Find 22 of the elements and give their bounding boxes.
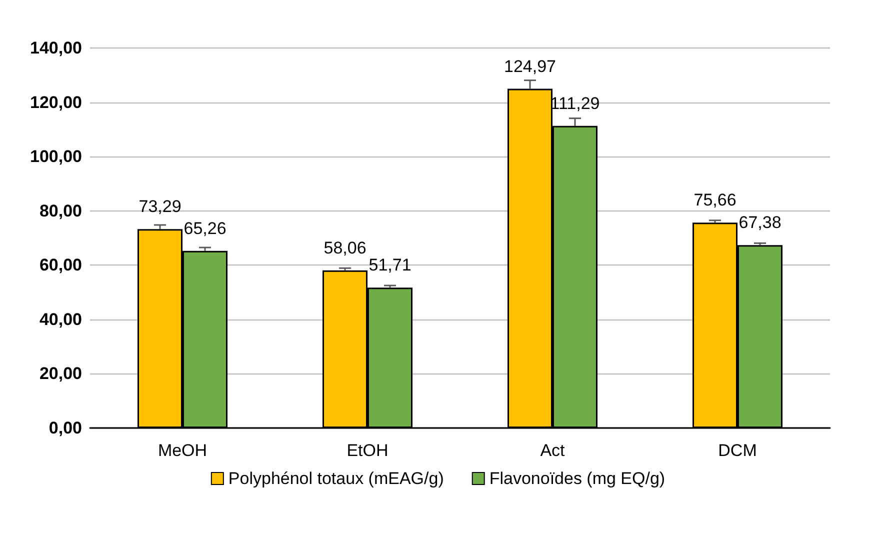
data-label: 51,71 — [368, 256, 412, 275]
x-tick-label: MeOH — [158, 441, 208, 460]
y-tick-label: 20,00 — [39, 364, 82, 384]
x-tick-label: Act — [540, 441, 566, 460]
x-tick-label: EtOH — [346, 441, 388, 460]
y-tick-label: 140,00 — [30, 38, 82, 58]
y-tick-label: 40,00 — [39, 310, 82, 329]
y-tick-label: 80,00 — [39, 201, 82, 220]
y-tick-label: 120,00 — [30, 92, 82, 112]
legend-label: Flavonoïdes (mg EQ/g) — [489, 469, 666, 488]
y-tick-label: 100,00 — [30, 147, 82, 166]
data-label: 75,66 — [694, 190, 736, 210]
data-label: 73,29 — [138, 197, 182, 216]
y-tick-label: 60,00 — [39, 256, 82, 275]
data-label: 67,38 — [738, 213, 782, 232]
data-label: 65,26 — [184, 218, 226, 238]
y-tick-label: 0,00 — [48, 418, 82, 438]
data-label: 124,97 — [504, 56, 556, 76]
x-tick-label: DCM — [718, 441, 757, 460]
data-label: 111,29 — [550, 94, 600, 113]
legend-label: Polyphénol totaux (mEAG/g) — [228, 469, 444, 488]
data-label: 58,06 — [324, 238, 366, 258]
